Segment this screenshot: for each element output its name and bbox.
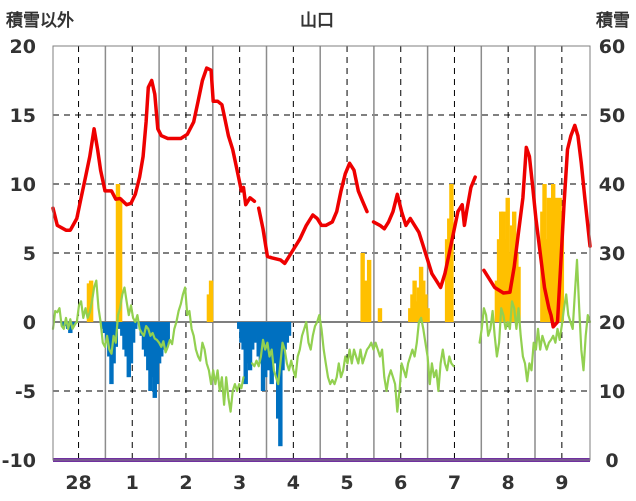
left-tick-label: 0 [23, 312, 36, 334]
bar [425, 308, 430, 322]
bar [278, 322, 283, 447]
right-tick-label: 40 [599, 174, 625, 196]
plot-frame [52, 45, 591, 461]
x-tick-label: 9 [555, 472, 568, 494]
right-tick-label: 20 [599, 312, 625, 334]
chart-title: 山口 [300, 11, 334, 31]
bar [366, 259, 372, 322]
left-axis-label: 積雪以外 [6, 10, 74, 31]
series-line [371, 175, 477, 290]
series-line [251, 314, 455, 413]
left-tick-label: 20 [10, 36, 36, 58]
bar [377, 308, 383, 322]
x-tick-label: 8 [502, 472, 515, 494]
x-tick-label: 4 [287, 472, 300, 494]
bar [516, 266, 521, 322]
series-line [51, 66, 257, 232]
series-line [482, 123, 592, 329]
right-tick-label: 60 [599, 36, 625, 58]
series-line [256, 161, 369, 266]
x-tick-label: 5 [340, 472, 353, 494]
bar [449, 184, 454, 322]
x-tick-label: 7 [448, 472, 461, 494]
left-tick-label: -5 [15, 381, 36, 403]
right-tick-label: 0 [605, 450, 618, 472]
line-series [51, 66, 592, 413]
left-tick-label: -10 [2, 450, 36, 472]
x-tick-label: 6 [394, 472, 407, 494]
series-line [478, 258, 592, 383]
series-line [51, 279, 245, 413]
bar [68, 322, 73, 334]
right-tick-label: 30 [599, 243, 625, 265]
x-tick-label: 3 [233, 472, 246, 494]
bar [165, 322, 170, 343]
x-tick-label: 2 [179, 472, 192, 494]
left-tick-label: 10 [10, 174, 36, 196]
bar [286, 322, 292, 336]
bar [130, 322, 136, 343]
right-tick-label: 10 [599, 381, 625, 403]
right-tick-label: 50 [599, 105, 625, 127]
bar [208, 280, 214, 322]
bar [133, 322, 138, 329]
right-axis-label: 積雪 [596, 10, 630, 31]
x-tick-label: 28 [65, 472, 91, 494]
bar [117, 197, 123, 322]
left-tick-label: 5 [23, 243, 36, 265]
left-tick-label: 15 [10, 105, 36, 127]
x-tick-label: 1 [126, 472, 139, 494]
